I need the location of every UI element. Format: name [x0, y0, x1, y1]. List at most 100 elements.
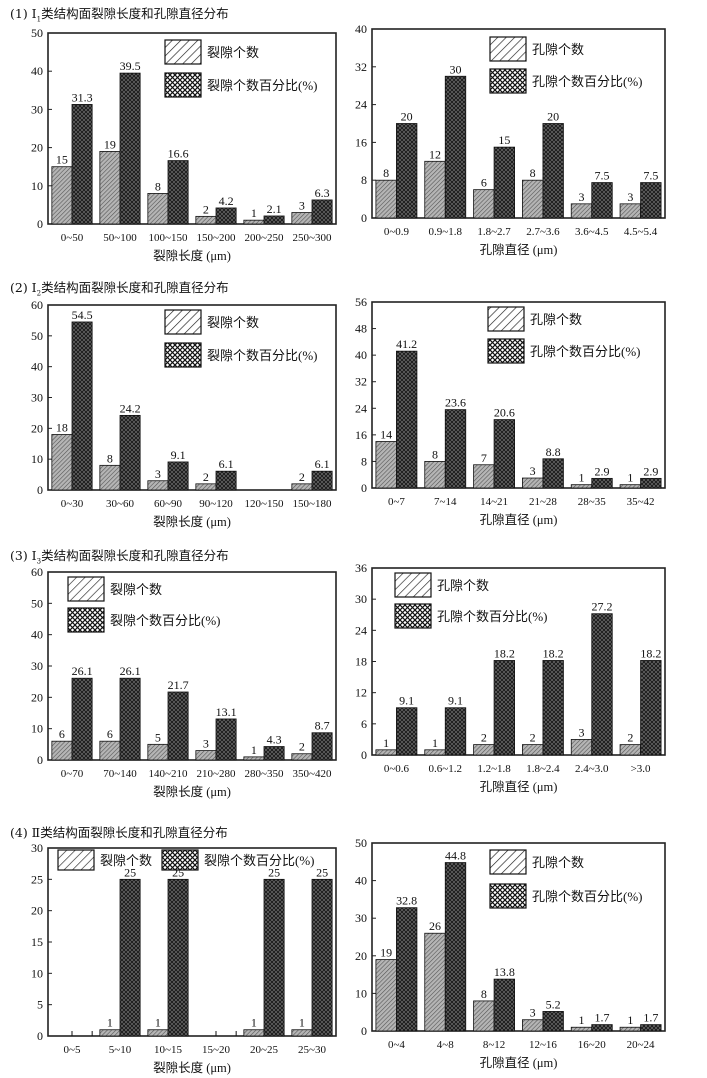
x-tick-label: 0~4 [388, 1039, 405, 1051]
count-label: 8 [432, 447, 438, 461]
count-label: 1 [251, 206, 257, 220]
x-tick-label: 8~12 [483, 1039, 505, 1051]
count-label: 2 [299, 740, 305, 754]
y-tick-label: 10 [31, 722, 43, 736]
percent-bar [215, 207, 237, 225]
percent-bar [591, 1024, 613, 1032]
percent-label: 6.3 [315, 186, 330, 200]
x-tick-label: 16~20 [578, 1039, 606, 1051]
percent-label: 23.6 [445, 396, 466, 410]
count-bar [243, 219, 265, 225]
count-label: 3 [530, 464, 536, 478]
x-tick-label: 280~350 [245, 768, 284, 780]
percent-label: 27.2 [592, 600, 613, 614]
y-tick-label: 12 [355, 686, 367, 700]
count-label: 1 [627, 1013, 633, 1027]
plot-frame [371, 842, 666, 1032]
x-tick-label: >3.0 [631, 763, 651, 775]
y-tick-label: 50 [355, 836, 367, 850]
legend-swatch-count [487, 306, 525, 332]
legend-label: 孔隙个数百分比(%) [530, 344, 641, 359]
percent-bar [591, 613, 613, 756]
legend-swatch-count [57, 849, 95, 871]
percent-label: 15 [498, 133, 510, 147]
legend-swatch-percent [164, 72, 202, 98]
y-tick-label: 10 [31, 452, 43, 466]
count-bar [570, 1026, 593, 1032]
percent-bar [167, 878, 189, 1037]
count-label: 1 [578, 1013, 584, 1027]
y-tick-label: 16 [355, 428, 367, 442]
y-tick-label: 18 [355, 655, 367, 669]
legend-label: 孔隙个数 [532, 42, 584, 57]
y-tick-label: 50 [31, 596, 43, 610]
percent-label: 7.5 [595, 169, 610, 183]
count-bar [619, 203, 641, 219]
percent-bar [591, 477, 613, 489]
percent-label: 9.1 [171, 448, 186, 462]
count-label: 6 [481, 176, 487, 190]
legend-label: 裂隙个数 [100, 853, 152, 868]
count-label: 1 [627, 471, 633, 485]
percent-label: 20 [547, 110, 559, 124]
percent-bar [311, 878, 333, 1037]
count-label: 6 [59, 727, 65, 741]
count-label: 2 [627, 731, 633, 745]
x-tick-label: 70~140 [103, 768, 137, 780]
x-tick-label: 0~7 [388, 496, 405, 508]
percent-label: 2.1 [267, 202, 282, 216]
x-tick-label: 200~250 [245, 232, 284, 244]
bar-chart-6: 0 6 12 18 24 30 36 0~0.6 1 9.1 0.6~1.2 1 9.1 1.2~1.8 2… [355, 561, 666, 794]
y-tick-label: 20 [31, 421, 43, 435]
percent-label: 4.2 [219, 194, 234, 208]
count-label: 3 [203, 737, 209, 751]
x-tick-label: 50~100 [103, 232, 137, 244]
count-bar [375, 749, 397, 756]
percent-label: 4.3 [267, 733, 282, 747]
count-bar [291, 483, 313, 491]
count-bar [51, 740, 73, 761]
legend-swatch-count [489, 849, 527, 875]
count-bar [424, 160, 446, 219]
y-tick-label: 20 [355, 949, 367, 963]
section-text: 类结构面裂隙长度和孔隙直径分布 [41, 280, 229, 295]
count-bar [243, 1029, 265, 1037]
count-bar [147, 1029, 169, 1037]
legend-swatch-percent [164, 342, 202, 368]
legend-swatch-percent [161, 849, 199, 871]
y-tick-label: 60 [31, 565, 43, 579]
count-bar [147, 743, 169, 761]
y-tick-label: 8 [361, 454, 367, 468]
count-bar [570, 739, 593, 756]
section-text: 类结构面裂隙长度和孔隙直径分布 [41, 548, 229, 563]
percent-bar [119, 72, 141, 225]
section-title-2: (2) Ⅰ2类结构面裂隙长度和孔隙直径分布 [10, 277, 229, 298]
percent-label: 20.6 [494, 406, 515, 420]
percent-label: 8.7 [315, 719, 330, 733]
y-tick-label: 30 [355, 911, 367, 925]
count-bar [99, 464, 121, 491]
percent-label: 5.2 [546, 997, 561, 1011]
percent-bar [640, 1024, 662, 1032]
count-bar [375, 441, 397, 489]
count-label: 15 [56, 153, 68, 167]
x-tick-label: 1.8~2.7 [477, 226, 511, 238]
count-label: 1 [251, 743, 257, 757]
y-tick-label: 25 [31, 872, 43, 886]
section-title-1: (1) Ⅰ1类结构面裂隙长度和孔隙直径分布 [10, 3, 229, 24]
percent-label: 16.6 [168, 147, 189, 161]
y-tick-label: 32 [355, 60, 367, 74]
x-axis-label: 孔隙直径 (μm) [480, 243, 558, 257]
percent-bar [119, 878, 141, 1037]
x-tick-label: 28~35 [578, 496, 606, 508]
count-label: 19 [380, 946, 392, 960]
count-bar [619, 484, 641, 489]
x-axis-label: 裂隙长度 (μm) [153, 784, 231, 799]
percent-label: 18.2 [494, 646, 515, 660]
count-bar [473, 189, 495, 219]
percent-bar [640, 660, 662, 756]
count-bar [147, 480, 169, 491]
